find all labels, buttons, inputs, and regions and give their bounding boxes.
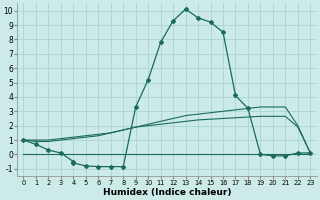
X-axis label: Humidex (Indice chaleur): Humidex (Indice chaleur) — [103, 188, 231, 197]
